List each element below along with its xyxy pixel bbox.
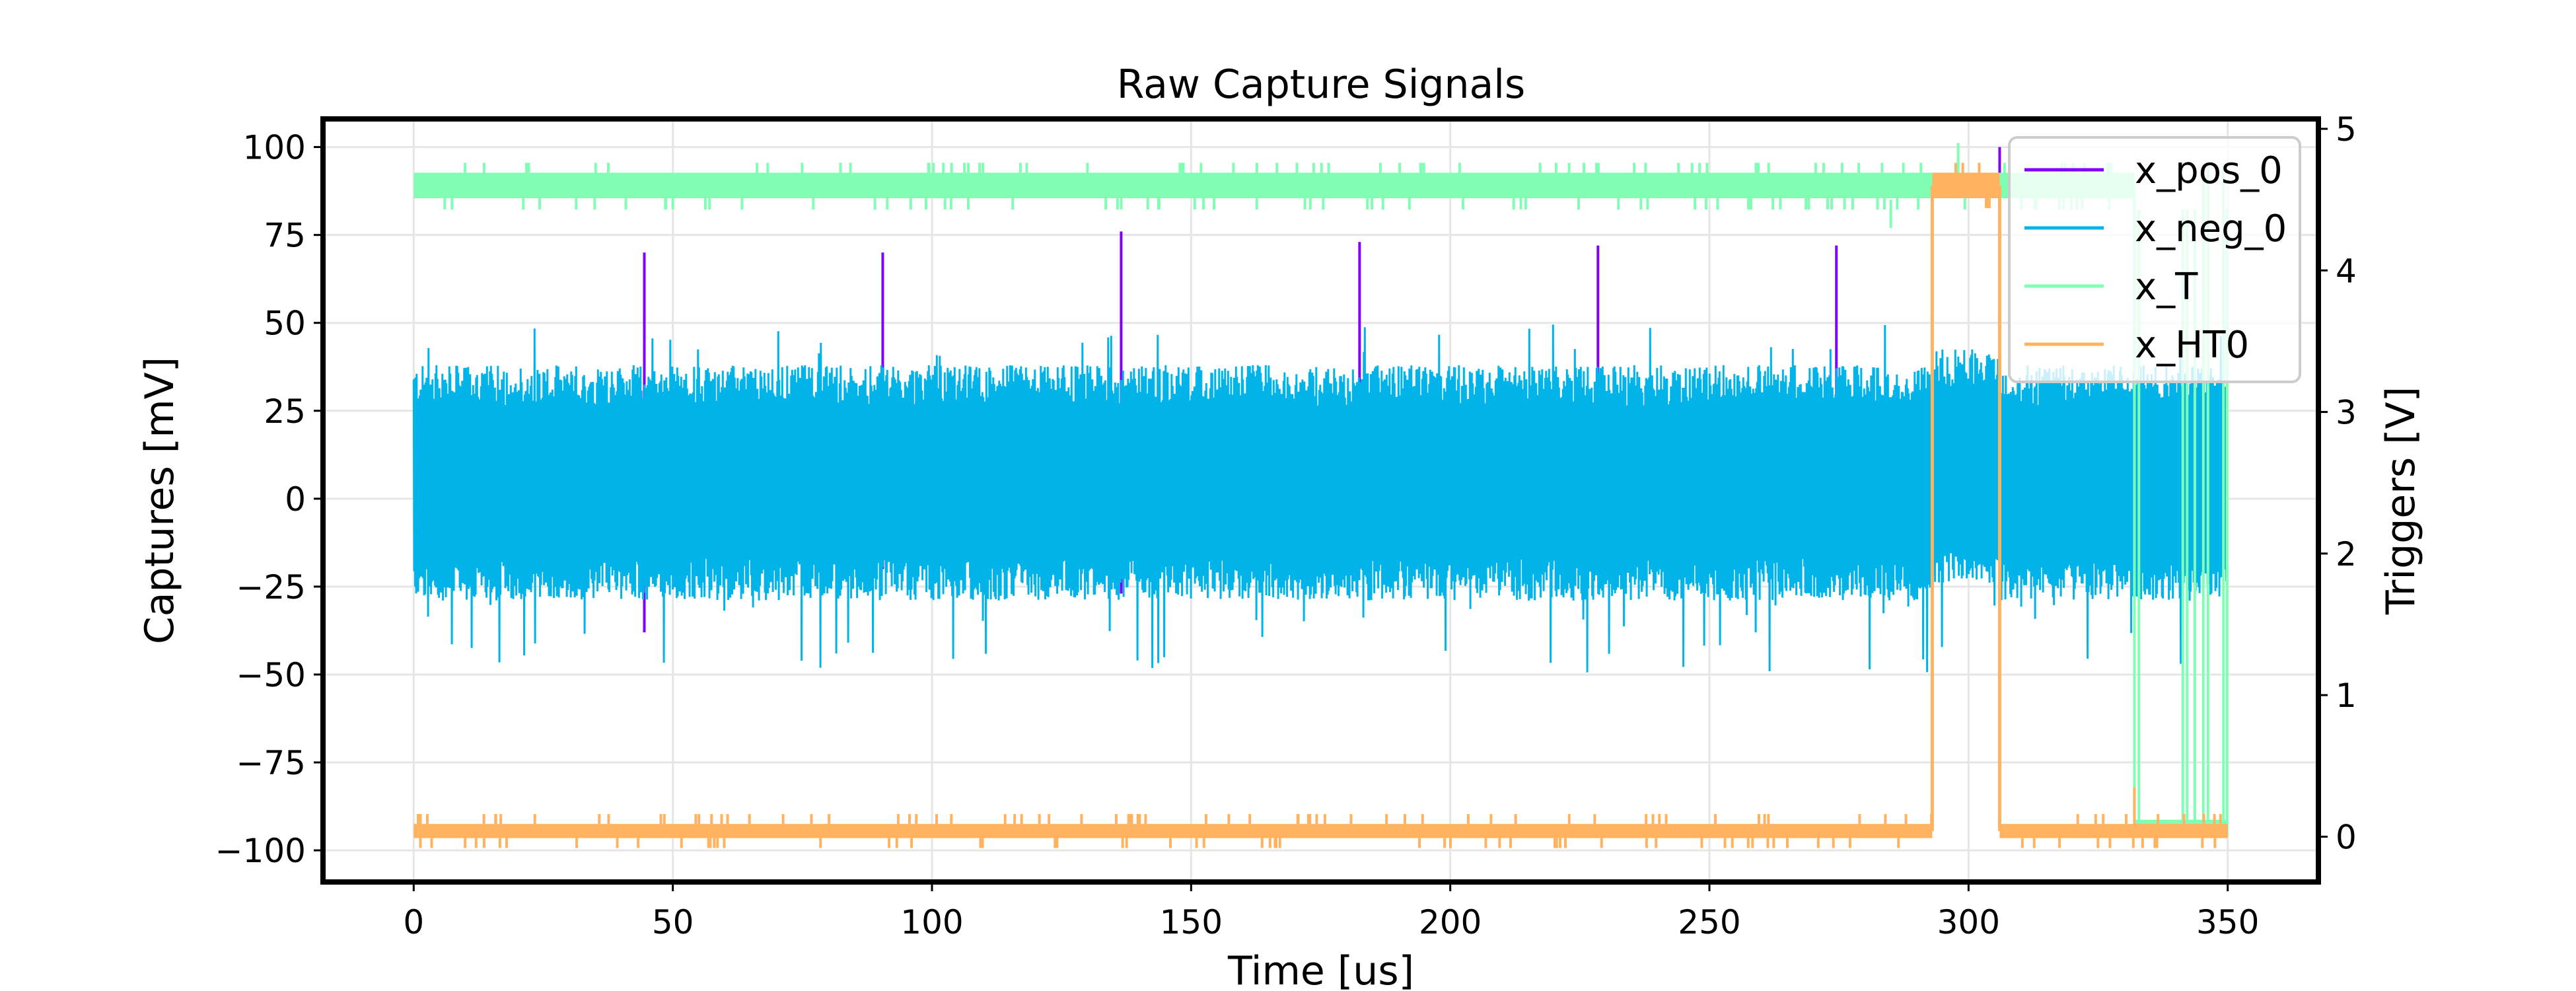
legend-label-x_pos_0: x_pos_0 — [2135, 149, 2283, 192]
x-tick-label: 350 — [2196, 903, 2259, 941]
y-tick-label: 25 — [264, 392, 306, 431]
series-x_HT0 — [413, 163, 2228, 848]
chart-title: Raw Capture Signals — [1117, 61, 1526, 108]
x_HT0-band — [413, 824, 1933, 838]
series-x_neg_0 — [412, 324, 2229, 673]
x-tick-label: 200 — [1419, 903, 1482, 941]
legend-label-x_HT0: x_HT0 — [2135, 324, 2249, 367]
y2-tick-label: 1 — [2336, 677, 2357, 715]
y-tick-label: 75 — [264, 217, 306, 255]
y2-tick-label: 2 — [2336, 535, 2357, 573]
y-tick-label: −50 — [236, 656, 306, 694]
legend-label-x_neg_0: x_neg_0 — [2135, 207, 2287, 250]
x_HT0-band — [1999, 824, 2228, 838]
y2-tick-label: 4 — [2336, 252, 2357, 290]
x-tick-label: 300 — [1937, 903, 2000, 941]
x-tick-label: 0 — [403, 903, 424, 941]
y2-tick-label: 0 — [2336, 818, 2357, 856]
legend: x_pos_0 x_neg_0 x_T x_HT0 — [2008, 136, 2301, 383]
x-tick-label: 50 — [652, 903, 694, 941]
x-tick-label: 100 — [900, 903, 963, 941]
y-tick-label: 100 — [243, 129, 306, 167]
y2-tick-label: 5 — [2336, 110, 2357, 149]
y-tick-label: −75 — [236, 744, 306, 782]
y-tick-label: 0 — [285, 480, 306, 519]
y2-tick-label: 3 — [2336, 394, 2357, 432]
x-axis-label: Time [us] — [1227, 948, 1414, 991]
x_neg_0-trace — [412, 324, 2229, 673]
x-tick-label: 150 — [1160, 903, 1223, 941]
plot-area — [412, 143, 2229, 848]
y2-axis-label: Triggers [V] — [2378, 386, 2424, 615]
x_HT0-band — [1932, 172, 2000, 198]
y-tick-label: −25 — [236, 568, 306, 606]
y-tick-label: 50 — [264, 305, 306, 343]
axes-frame — [320, 116, 2321, 885]
x_T-band — [413, 172, 2135, 198]
axes: 0 50 100 150 200 250 300 350−100−75−50−25025507… — [215, 110, 2357, 941]
x-tick-label: 250 — [1678, 903, 1740, 941]
y-tick-label: −100 — [215, 832, 306, 870]
legend-label-x_T: x_T — [2135, 266, 2198, 309]
legend-box — [2008, 136, 2301, 383]
y-axis-label: Captures [mV] — [137, 357, 183, 644]
